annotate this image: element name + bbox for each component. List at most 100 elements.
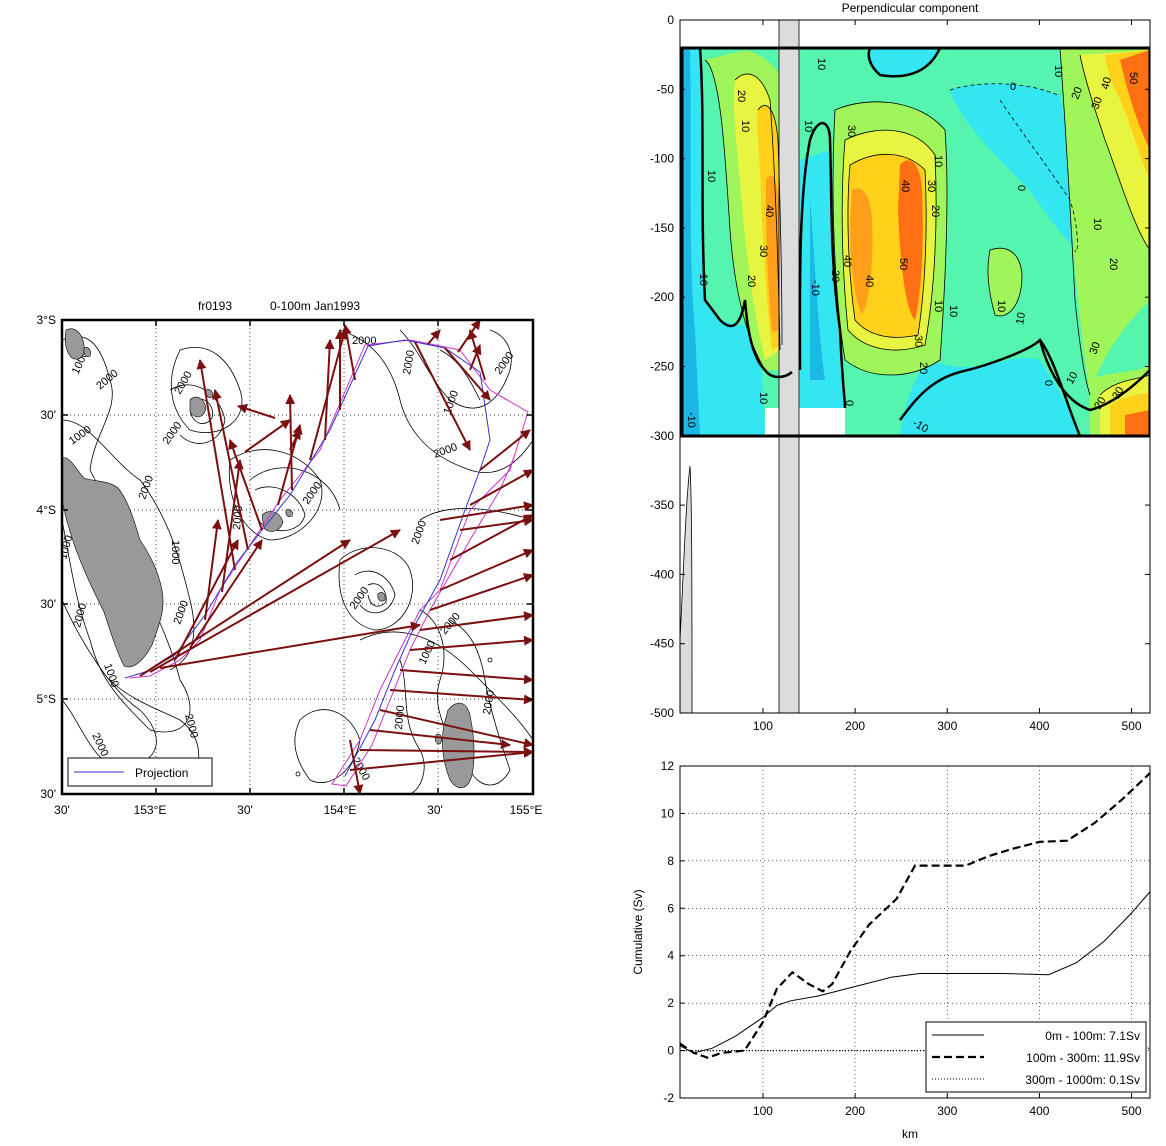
section-nodata-top — [680, 20, 1150, 48]
section-contour-label: 40 — [863, 275, 875, 287]
cumulative-panel: 100 200 300 400 500 -2 0 2 4 6 8 10 12 km Cumulative… — [631, 759, 1151, 1141]
section-ytick-label: -100 — [650, 152, 674, 166]
section-contour-label: 10 — [932, 300, 944, 312]
cumulative-ytick-label: 8 — [667, 854, 674, 868]
map-title-right: 0-100m Jan1993 — [270, 299, 360, 313]
section-contour-label: 10 — [995, 300, 1007, 312]
lon-label: 30' — [54, 803, 70, 817]
section-contour-label: 10 — [739, 120, 751, 132]
legend-label-2: 300m - 1000m: 0.1Sv — [1025, 1073, 1140, 1087]
cumulative-legend: 0m - 100m: 7.1Sv 100m - 300m: 11.9Sv 300… — [925, 1021, 1147, 1093]
section-xtick-label: 200 — [845, 719, 865, 733]
section-zero-contour — [698, 47, 1150, 437]
section-contour-label: 10 — [815, 58, 827, 70]
section-contour-label: -10 — [809, 280, 821, 296]
section-contour-label: 10 — [1014, 311, 1028, 325]
cumulative-frame — [679, 765, 1151, 1099]
section-contour-label: 0 — [1010, 81, 1016, 93]
cumulative-xlabel: km — [902, 1127, 918, 1141]
cumulative-series-0 — [680, 891, 1150, 1054]
land-islet-b — [434, 733, 442, 745]
section-contour-label: 30 — [1088, 340, 1103, 356]
section-contour-label: 30 — [845, 125, 857, 137]
section-title: Perpendicular component — [842, 1, 979, 15]
section-ytick-label: -350 — [650, 498, 674, 512]
land-masses — [62, 328, 475, 788]
cumulative-ytick-label: 12 — [661, 759, 675, 773]
legend-label-1: 100m - 300m: 11.9Sv — [1026, 1051, 1140, 1065]
section-contour-label: 40 — [899, 180, 911, 192]
section-seafloor-column — [778, 20, 800, 713]
map-contour-label: 2000 — [393, 705, 407, 730]
section-contour-label: 0 — [1042, 380, 1054, 386]
section-contour-label: 30 — [757, 245, 769, 257]
section-ytick-label: -450 — [650, 637, 674, 651]
section-data-frame — [680, 46, 1150, 438]
section-contour-label: 20 — [829, 270, 841, 282]
map-panel: fr0193 0-100m Jan1993 — [37, 299, 543, 817]
section-ytick-label: -500 — [650, 706, 674, 720]
section-xtick-label: 300 — [937, 719, 957, 733]
cumulative-xtick-label: 200 — [845, 1104, 865, 1118]
map-contour-label: 2000 — [401, 349, 417, 375]
map-contour-label: 1000 — [169, 540, 181, 564]
section-ytick-label: -200 — [650, 290, 674, 304]
projection-line — [124, 339, 491, 777]
land-island-c — [261, 511, 284, 532]
section-contour-label: 20 — [745, 275, 757, 287]
velocity-arrows — [139, 320, 533, 794]
section-contour-label: 30 — [925, 180, 937, 192]
section-fill-max — [766, 50, 1150, 436]
section-ytick-label: -400 — [650, 567, 674, 581]
section-contour-label: 50 — [1127, 72, 1139, 84]
section-contour-label: 0 — [843, 400, 855, 406]
lat-label: 3°S — [37, 313, 56, 327]
section-contour-label: 40 — [1099, 76, 1114, 91]
section-xtick-label: 100 — [753, 719, 773, 733]
section-panel: Perpendicular component — [650, 1, 1151, 733]
section-contour-label: -10 — [685, 412, 697, 428]
map-ticks — [62, 320, 533, 794]
land-new-ireland — [62, 457, 164, 668]
cumulative-ytick-label: 6 — [667, 901, 674, 915]
section-contour-label: 0 — [1015, 185, 1027, 191]
section-contour-label: 20 — [929, 205, 941, 217]
cumulative-xtick-label: 500 — [1122, 1104, 1142, 1118]
section-ytick-label: -300 — [650, 429, 674, 443]
section-contour-label: 10 — [1091, 218, 1103, 230]
section-nodata-bottom — [680, 436, 1150, 713]
cumulative-ytick-label: 2 — [667, 996, 674, 1010]
cumulative-axes: 100 200 300 400 500 -2 0 2 4 6 8 10 12 — [661, 759, 1142, 1118]
map-frame — [60, 318, 535, 796]
lat-label: 30' — [40, 787, 56, 801]
section-contour-label: 10 — [802, 120, 814, 132]
section-xtick-label: 400 — [1029, 719, 1049, 733]
section-ytick-label: -250 — [650, 360, 674, 374]
lon-label: 153°E — [134, 803, 167, 817]
land-island-d — [285, 509, 293, 517]
cumulative-ytick-label: 4 — [667, 949, 674, 963]
section-seafloor-left — [680, 465, 693, 713]
section-contour-label: 40 — [763, 205, 775, 217]
map-title-left: fr0193 — [198, 299, 232, 313]
section-contour-label: -10 — [697, 270, 709, 286]
section-nodata-pocket — [765, 408, 845, 436]
map-lon-labels: 30' 153°E 30' 154°E 30' 155°E — [54, 803, 542, 817]
cumulative-ytick-label: 0 — [667, 1044, 674, 1058]
section-contour-label: 20 — [1107, 258, 1119, 270]
legend-label-0: 0m - 100m: 7.1Sv — [1045, 1029, 1140, 1043]
section-fill-deep-negative — [682, 48, 825, 436]
section-contour-label: 10 — [1064, 370, 1081, 387]
land-island-a — [189, 396, 207, 418]
map-legend: Projection — [67, 757, 213, 787]
section-contour-label: 10 — [757, 392, 769, 404]
land-new-ireland-tip — [64, 328, 85, 360]
lat-label: 30' — [40, 408, 56, 422]
land-island-e — [377, 592, 386, 602]
cumulative-xtick-label: 100 — [753, 1104, 773, 1118]
section-contour-label: 10 — [947, 305, 959, 317]
section-contour-label: 40 — [841, 255, 853, 267]
map-lat-labels: 3°S 30' 4°S 30' 5°S 30' — [37, 313, 56, 801]
section-contour-label: 20 — [917, 362, 929, 374]
